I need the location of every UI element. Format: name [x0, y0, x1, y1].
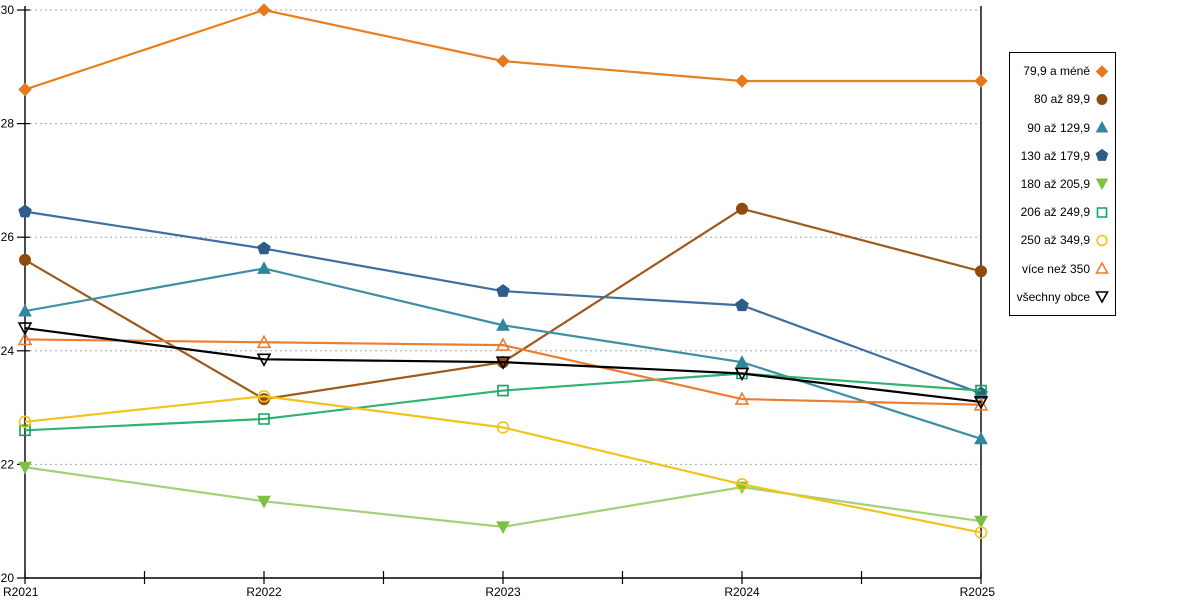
series-marker	[257, 241, 271, 255]
series-marker	[975, 384, 987, 397]
legend-marker-icon	[1095, 121, 1109, 133]
series-marker	[18, 461, 32, 475]
series-marker	[257, 3, 271, 17]
legend-item-label: 206 až 249,9	[1020, 205, 1090, 220]
series-marker	[974, 515, 988, 529]
series-marker	[495, 356, 511, 370]
series-marker	[974, 526, 988, 539]
series-marker	[735, 298, 749, 312]
series-marker	[256, 334, 272, 349]
y-axis-tick-label: 26	[1, 230, 15, 244]
series-marker	[17, 331, 33, 346]
series-line	[24, 395, 982, 534]
legend-item: 250 až 349,9	[1012, 233, 1110, 248]
y-axis-tick-label: 30	[1, 3, 15, 17]
series-line	[24, 8, 981, 91]
legend-item-label: 250 až 349,9	[1020, 233, 1090, 248]
series-marker	[18, 82, 32, 97]
series-marker	[496, 421, 510, 434]
series-marker	[257, 389, 271, 403]
series-marker	[19, 424, 31, 437]
legend-item-label: 79,9 a méně	[1023, 64, 1090, 79]
series-marker	[17, 322, 33, 336]
legend-item: 90 až 129,9	[1012, 120, 1110, 135]
series-marker	[496, 521, 510, 534]
series-marker	[735, 74, 749, 88]
x-axis-tick-label: R2021	[3, 585, 39, 599]
series-marker	[1095, 261, 1109, 274]
series-marker	[18, 415, 32, 429]
legend-item: 80 až 89,9	[1012, 92, 1110, 107]
series-line	[24, 207, 982, 401]
series-marker	[973, 396, 989, 410]
series-marker	[256, 353, 272, 367]
series-marker	[1095, 64, 1109, 78]
series-marker	[1095, 178, 1109, 191]
series-marker	[1096, 206, 1108, 218]
y-axis-tick-label: 20	[1, 571, 15, 585]
series-line	[24, 338, 982, 406]
legend-marker-icon	[1096, 206, 1108, 218]
series-marker	[1095, 121, 1109, 133]
y-axis-tick-label: 24	[1, 344, 15, 358]
series-marker	[257, 495, 271, 509]
series-marker	[973, 397, 989, 411]
series-marker	[975, 265, 987, 278]
legend-marker-icon	[1095, 178, 1109, 191]
chart-legend: 79,9 a méně 80 až 89,9 90 až 129,9 130 až 1…	[1009, 52, 1116, 316]
series-marker	[496, 284, 510, 297]
series-line	[24, 326, 982, 404]
legend-item-label: 180 až 205,9	[1020, 176, 1090, 191]
series-marker	[18, 303, 32, 317]
series-marker	[974, 431, 988, 445]
legend-marker-icon	[1095, 261, 1109, 274]
legend-item: 79,9 a méně	[1012, 64, 1110, 79]
legend-item: 130 až 179,9	[1012, 148, 1110, 163]
legend-item: více než 350	[1012, 261, 1110, 276]
legend-item-label: 80 až 89,9	[1033, 92, 1090, 107]
legend-marker-icon	[1095, 291, 1109, 305]
x-axis-tick-label: R2022	[246, 585, 282, 599]
legend-item-label: 130 až 179,9	[1020, 148, 1090, 163]
series-marker	[1096, 93, 1108, 105]
series-marker	[974, 74, 988, 88]
legend-item: všechny obce	[1012, 289, 1110, 305]
series-marker	[496, 54, 510, 68]
series-marker	[1096, 234, 1108, 247]
legend-item: 206 až 249,9	[1012, 205, 1110, 220]
legend-marker-icon	[1095, 149, 1109, 162]
series-marker	[258, 413, 270, 425]
series-line	[24, 466, 982, 528]
y-axis-tick-label: 28	[1, 117, 15, 131]
legend-item-label: 90 až 129,9	[1027, 120, 1090, 135]
x-axis-tick-label: R2024	[724, 585, 760, 599]
series-marker	[1095, 149, 1109, 162]
x-axis-tick-label: R2023	[485, 585, 521, 599]
series-marker	[496, 318, 510, 331]
series-marker	[497, 384, 509, 397]
legend-marker-icon	[1096, 93, 1108, 105]
series-marker	[734, 367, 750, 382]
series-marker	[735, 355, 749, 368]
legend-marker-icon	[1096, 234, 1108, 247]
y-axis-tick-label: 22	[1, 457, 15, 471]
series-marker	[736, 202, 748, 215]
legend-marker-icon	[1095, 64, 1109, 78]
series-marker	[257, 261, 271, 274]
series-marker	[495, 337, 511, 351]
series-marker	[18, 204, 32, 218]
series-marker	[1095, 291, 1109, 305]
series-line	[24, 372, 982, 432]
legend-item-label: všechny obce	[1016, 289, 1090, 304]
legend-item-label: více než 350	[1021, 261, 1090, 276]
series-marker	[19, 253, 31, 266]
x-axis-tick-label: R2025	[960, 585, 996, 599]
legend-item: 180 až 205,9	[1012, 176, 1110, 191]
series-marker	[734, 391, 750, 405]
series-marker	[735, 477, 749, 491]
